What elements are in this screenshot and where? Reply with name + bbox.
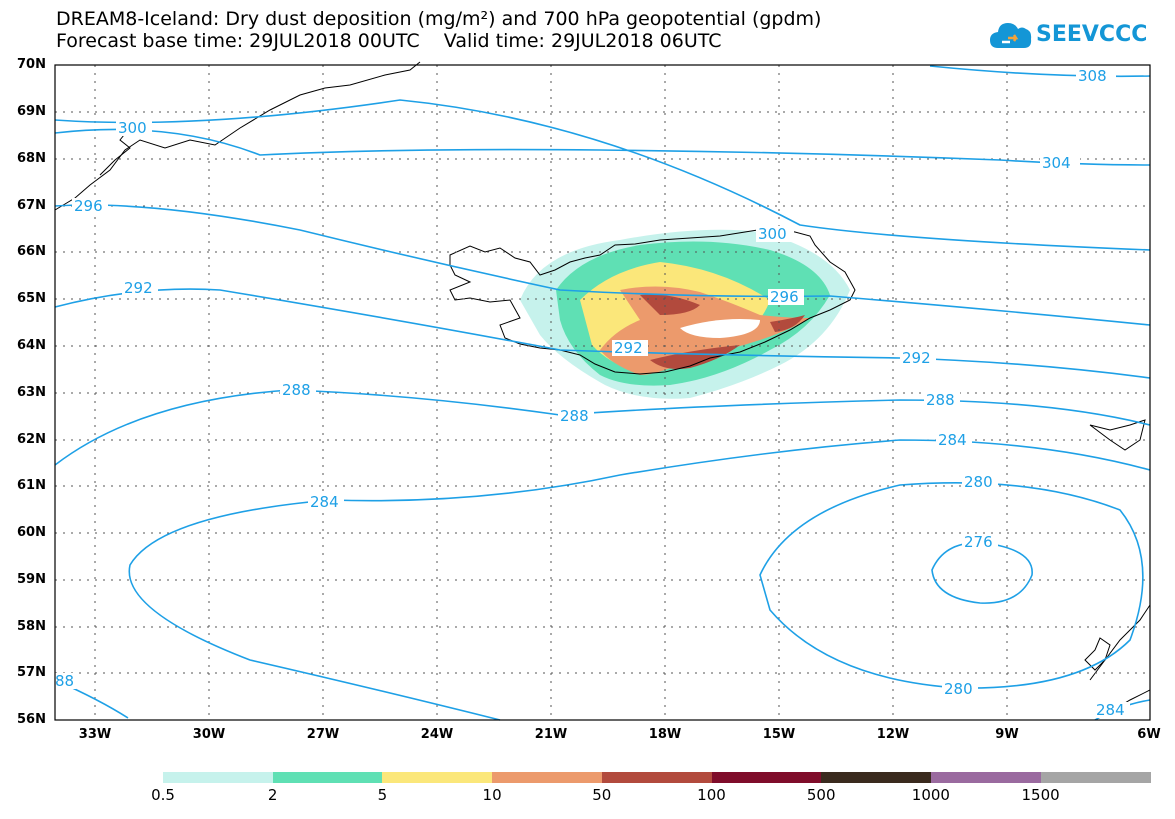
lon-label: 6W xyxy=(1137,727,1161,742)
contour-label: 304 xyxy=(1042,154,1071,172)
legend-label: 1000 xyxy=(911,786,950,804)
lat-label: 62N xyxy=(17,432,46,447)
contour-labels: 308 304 300 300 296 296 292 292 292 288 … xyxy=(54,67,1130,719)
legend-label: 50 xyxy=(592,786,612,804)
graticule xyxy=(55,65,1150,720)
lat-label: 57N xyxy=(17,665,46,680)
legend-label: 10 xyxy=(482,786,502,804)
geopotential-contours xyxy=(54,65,1151,721)
map-frame xyxy=(54,64,1151,721)
contour-label: 284 xyxy=(938,431,967,449)
legend-label: 1500 xyxy=(1021,786,1060,804)
lat-label: 59N xyxy=(17,572,46,587)
contour-label: 292 xyxy=(902,349,931,367)
coastline xyxy=(54,61,1151,721)
contour-label: 288 xyxy=(926,391,955,409)
lat-label: 68N xyxy=(17,151,46,166)
dust-deposition-field xyxy=(520,229,850,399)
lon-label: 12W xyxy=(876,727,910,742)
contour-label: 296 xyxy=(74,197,103,215)
contour-label: 292 xyxy=(614,339,643,357)
lat-label: 58N xyxy=(17,619,46,634)
lon-label: 24W xyxy=(420,727,454,742)
chart-title-line1: DREAM8-Iceland: Dry dust deposition (mg/… xyxy=(56,8,822,30)
lon-label: 15W xyxy=(762,727,796,742)
contour-label: 292 xyxy=(124,279,153,297)
legend-swatch xyxy=(601,772,712,783)
lon-label: 27W xyxy=(306,727,340,742)
legend-label: 2 xyxy=(267,786,278,804)
contour-label: 88 xyxy=(55,672,74,690)
contour-label: 276 xyxy=(964,533,993,551)
logo-text: SEEVCCC xyxy=(1036,22,1148,47)
legend-swatch xyxy=(930,772,1041,783)
legend-swatch xyxy=(821,772,932,783)
legend-label: 5 xyxy=(377,786,388,804)
contour-label: 296 xyxy=(770,288,799,306)
lat-label: 67N xyxy=(17,198,46,213)
contour-label: 288 xyxy=(560,407,589,425)
lat-label: 66N xyxy=(17,244,46,259)
lat-label: 56N xyxy=(17,712,46,727)
legend-swatch xyxy=(711,772,822,783)
lon-label: 30W xyxy=(192,727,226,742)
contour-label: 284 xyxy=(310,493,339,511)
contour-label: 300 xyxy=(758,225,787,243)
lat-label: 64N xyxy=(17,338,46,353)
lat-label: 63N xyxy=(17,385,46,400)
contour-label: 284 xyxy=(1096,701,1125,719)
legend-swatch xyxy=(272,772,383,783)
lon-label: 9W xyxy=(995,727,1019,742)
lat-label: 60N xyxy=(17,525,46,540)
legend-label: 0.5 xyxy=(151,786,175,804)
lon-label: 33W xyxy=(78,727,112,742)
lat-label: 70N xyxy=(17,57,46,72)
seevccc-logo: SEEVCCC xyxy=(988,18,1168,58)
legend-label: 500 xyxy=(806,786,836,804)
legend-swatch xyxy=(492,772,603,783)
legend-swatch xyxy=(163,772,273,783)
legend-swatch xyxy=(382,772,493,783)
chart-title-line2: Forecast base time: 29JUL2018 00UTC Vali… xyxy=(56,30,722,52)
legend-swatch xyxy=(1040,772,1151,783)
contour-label: 300 xyxy=(118,119,147,137)
contour-label: 308 xyxy=(1078,67,1107,85)
lat-label: 69N xyxy=(17,104,46,119)
contour-label: 288 xyxy=(282,381,311,399)
legend-label: 100 xyxy=(697,786,726,804)
contour-label: 280 xyxy=(964,473,993,491)
lat-label: 61N xyxy=(17,478,46,493)
lon-label: 21W xyxy=(534,727,568,742)
cloud-icon xyxy=(990,23,1032,48)
lat-label: 65N xyxy=(17,291,46,306)
contour-label: 280 xyxy=(944,680,973,698)
lon-label: 18W xyxy=(648,727,682,742)
